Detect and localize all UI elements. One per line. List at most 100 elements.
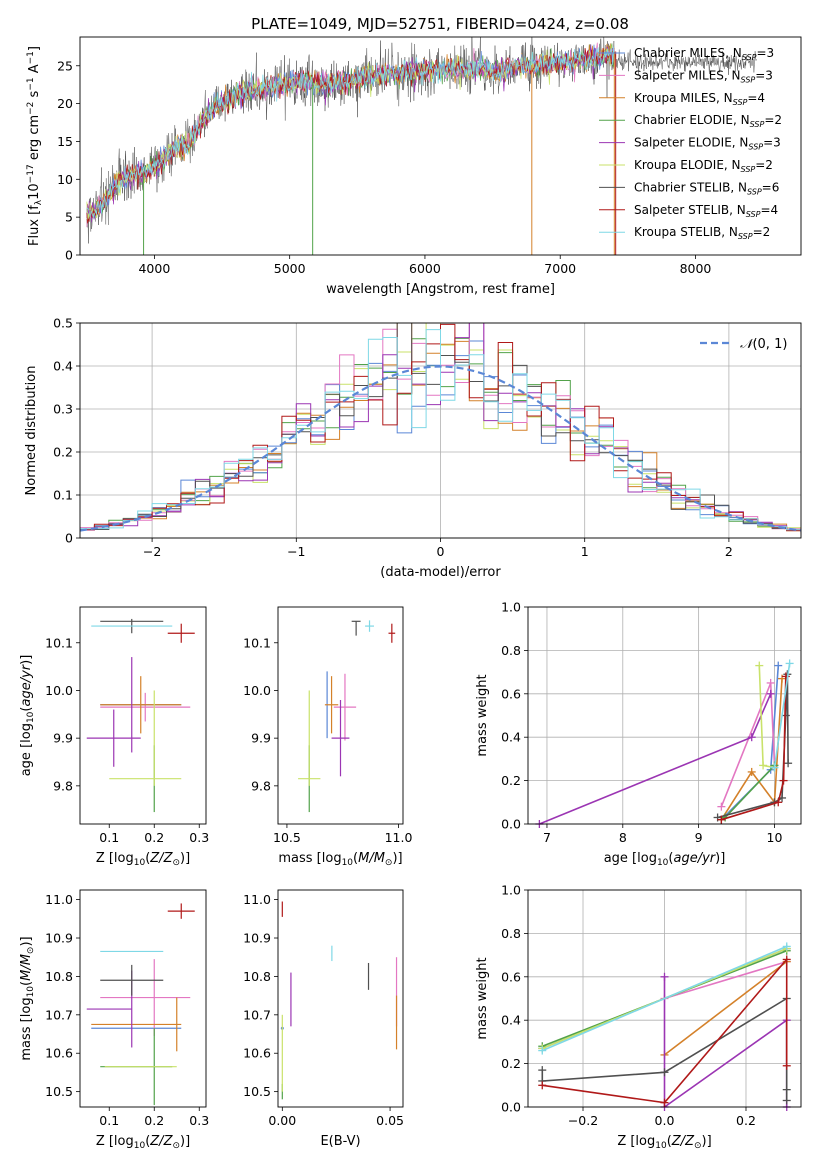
weight-vs-age-ytick-label: 0.6 bbox=[501, 686, 521, 701]
spectrum-ytick-label: 20 bbox=[57, 96, 73, 111]
residuals-xtick-label: 2 bbox=[725, 544, 733, 559]
age-vs-Z-xtick-label: 0.1 bbox=[99, 830, 119, 845]
mass-vs-Z-frame bbox=[79, 889, 207, 1108]
spectrum-line bbox=[86, 44, 615, 223]
legend-entry: Kroupa ELODIE, NSSP=2 bbox=[634, 158, 773, 174]
weight-line bbox=[542, 957, 788, 1104]
gaussian-reference bbox=[80, 365, 801, 532]
mass-vs-Z-ytick-label: 10.6 bbox=[45, 1046, 73, 1061]
spectrum-legend: Chabrier MILES, NSSP=3 Salpeter MILES, NS… bbox=[599, 46, 782, 241]
residuals-xtick-label: −2 bbox=[143, 544, 161, 559]
plot-layer: 4000 5000 6000 7000 80000510152025wavelength… bbox=[19, 36, 802, 1151]
mass-vs-Z-ytick-label: 10.9 bbox=[45, 931, 73, 946]
age-vs-mass-ytick-label: 10.1 bbox=[243, 635, 271, 650]
residuals-ytick-label: 0.5 bbox=[53, 316, 73, 331]
weight-vs-Z-ytick-label: 0.6 bbox=[501, 969, 521, 984]
weight-vs-age-ylabel: mass weight bbox=[475, 674, 490, 756]
mass-vs-EBV-xtick-label: 0.05 bbox=[376, 1113, 404, 1128]
spectrum-ytick-label: 0 bbox=[65, 248, 73, 263]
legend-entry: Salpeter STELIB, NSSP=4 bbox=[634, 203, 778, 219]
age-vs-mass-xlabel: mass [log10(M/M⊙)] bbox=[278, 851, 402, 868]
weight-vs-Z-ytick-label: 1.0 bbox=[501, 883, 521, 898]
weight-vs-age-xtick-label: 9 bbox=[695, 830, 703, 845]
mass-vs-Z-xlabel: Z [log10(Z/Z⊙)] bbox=[96, 1134, 190, 1151]
weight-vs-Z-xlabel: Z [log10(Z/Z⊙)] bbox=[617, 1134, 711, 1151]
weight-line bbox=[664, 960, 788, 1056]
age-vs-Z-ytick-label: 9.8 bbox=[53, 778, 73, 793]
age-vs-mass-panel: 10.5 11.0 9.8 9.9 10.0 10.1 mass [log10(M/M⊙)] bbox=[243, 606, 413, 868]
mass-vs-EBV-xtick-label: 0.00 bbox=[268, 1113, 296, 1128]
age-vs-mass-ytick-label: 9.9 bbox=[251, 731, 271, 746]
weight-vs-Z-frame bbox=[527, 889, 802, 1108]
figure-title: PLATE=1049, MJD=52751, FIBERID=0424, z=0… bbox=[251, 15, 629, 33]
spectrum-line bbox=[86, 46, 615, 218]
spectrum-xtick-label: 5000 bbox=[274, 261, 306, 276]
spectrum-ytick-label: 5 bbox=[65, 210, 73, 225]
weight-vs-age-frame bbox=[527, 606, 802, 825]
weight-line bbox=[541, 945, 788, 1052]
age-vs-mass-frame bbox=[277, 606, 404, 825]
residuals-xtick-label: −1 bbox=[287, 544, 305, 559]
mass-vs-EBV-ytick-label: 10.7 bbox=[243, 1007, 271, 1022]
age-vs-mass-xtick-label: 11.0 bbox=[385, 830, 413, 845]
weight-vs-Z-panel: −0.2 0.0 0.2 0.0 0.2 0.4 0.6 0.8 1.0 Z [log10(Z/Z… bbox=[475, 883, 802, 1151]
mass-vs-EBV-ytick-label: 11.0 bbox=[243, 892, 271, 907]
weight-vs-age-xlabel: age [log10(age/yr)] bbox=[604, 851, 726, 868]
weight-line bbox=[724, 764, 776, 819]
residual-hist bbox=[80, 329, 801, 532]
spectrum-panel: 4000 5000 6000 7000 8000 0 5 10 15 20 25 wavelength… bbox=[26, 36, 802, 297]
age-vs-Z-xtick-label: 0.3 bbox=[189, 830, 209, 845]
weight-vs-age-ytick-label: 0.8 bbox=[501, 643, 521, 658]
legend-entry: Chabrier ELODIE, NSSP=2 bbox=[634, 113, 782, 129]
weight-vs-age-xtick-label: 7 bbox=[543, 830, 551, 845]
weight-vs-Z-ytick-label: 0.2 bbox=[501, 1056, 521, 1071]
weight-vs-Z-ytick-label: 0.4 bbox=[501, 1013, 521, 1028]
mass-vs-Z-ytick-label: 11.0 bbox=[45, 892, 73, 907]
weight-line bbox=[721, 676, 787, 821]
spectrum-xtick-label: 7000 bbox=[544, 261, 576, 276]
residuals-panel: −2 −1 0 1 2 0 0.1 0.2 0.3 0.4 0.5 (data-model)/erro… bbox=[24, 316, 802, 580]
weight-line bbox=[773, 663, 791, 768]
age-vs-Z-xlabel: Z [log10(Z/Z⊙)] bbox=[96, 851, 190, 868]
age-vs-Z-xtick-label: 0.2 bbox=[144, 830, 164, 845]
age-vs-mass-ytick-label: 10.0 bbox=[243, 683, 271, 698]
residuals-ytick-label: 0.4 bbox=[53, 359, 73, 374]
weight-vs-Z-xtick-label: 0.2 bbox=[736, 1113, 756, 1128]
mass-vs-Z-ytick-label: 10.8 bbox=[45, 969, 73, 984]
mass-vs-Z-ylabel: mass [log10(M/M⊙)] bbox=[19, 936, 36, 1060]
age-vs-Z-ytick-label: 10.0 bbox=[45, 683, 73, 698]
legend-entry: Kroupa STELIB, NSSP=2 bbox=[634, 225, 770, 241]
residuals-xtick-label: 0 bbox=[437, 544, 445, 559]
weight-vs-Z-ytick-label: 0.8 bbox=[501, 926, 521, 941]
residuals-frame bbox=[79, 322, 802, 539]
weight-vs-Z-xtick-label: 0.0 bbox=[655, 1113, 675, 1128]
age-vs-Z-frame bbox=[79, 606, 207, 825]
residuals-ytick-label: 0 bbox=[65, 531, 73, 546]
weight-vs-age-ytick-label: 1.0 bbox=[501, 600, 521, 615]
legend-entry: Kroupa MILES, NSSP=4 bbox=[634, 91, 765, 107]
age-vs-mass-ytick-label: 9.8 bbox=[251, 778, 271, 793]
spectrum-ylabel: Flux [fλ10−17 erg cm−2 s−1 A−1] bbox=[26, 46, 44, 246]
weight-vs-Z-ylabel: mass weight bbox=[475, 957, 490, 1039]
residuals-ylabel: Normed distribution bbox=[24, 366, 39, 496]
weight-vs-Z-ytick-label: 0.0 bbox=[501, 1100, 521, 1115]
spectrum-line bbox=[86, 44, 615, 220]
spectrum-xtick-label: 8000 bbox=[680, 261, 712, 276]
mass-vs-Z-panel: 0.1 0.2 0.3 10.5 10.6 10.7 10.8 10.9 11.0 Z [log1… bbox=[19, 889, 209, 1151]
mass-vs-EBV-ytick-label: 10.6 bbox=[243, 1046, 271, 1061]
mass-vs-Z-ytick-label: 10.7 bbox=[45, 1007, 73, 1022]
legend-entry: Chabrier MILES, NSSP=3 bbox=[634, 46, 774, 62]
age-vs-Z-ytick-label: 9.9 bbox=[53, 731, 73, 746]
weight-line bbox=[664, 960, 787, 1000]
legend-entry: Salpeter ELODIE, NSSP=3 bbox=[634, 136, 781, 152]
legend-entry: Chabrier STELIB, NSSP=6 bbox=[634, 180, 779, 196]
residuals-ytick-label: 0.2 bbox=[53, 445, 73, 460]
legend-entry: 𝒩(0, 1) bbox=[740, 337, 787, 352]
mass-vs-EBV-ytick-label: 10.9 bbox=[243, 931, 271, 946]
spectrum-ytick-label: 25 bbox=[57, 58, 73, 73]
residuals-xtick-label: 1 bbox=[581, 544, 589, 559]
mass-vs-Z-xtick-label: 0.3 bbox=[189, 1113, 209, 1128]
age-vs-mass-xtick-label: 10.5 bbox=[273, 830, 301, 845]
weight-vs-age-panel: 7 8 9 10 0.0 0.2 0.4 0.6 0.8 1.0 age [log10(age/yr… bbox=[475, 600, 802, 868]
mass-vs-EBV-frame bbox=[277, 889, 404, 1108]
